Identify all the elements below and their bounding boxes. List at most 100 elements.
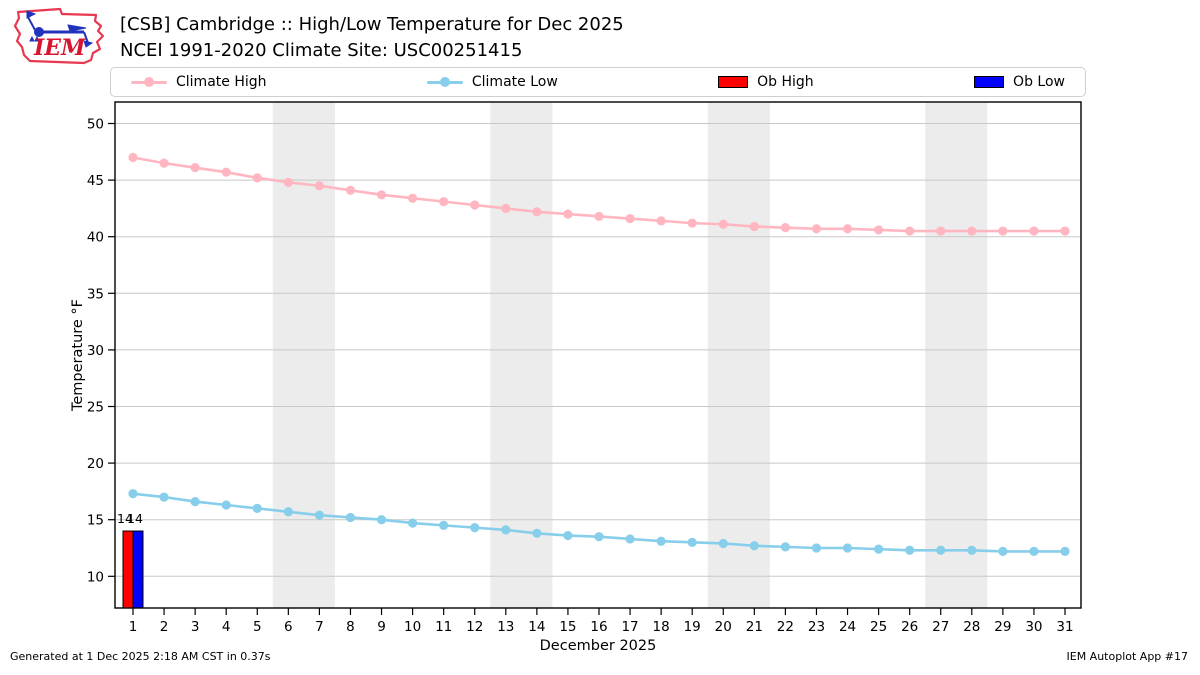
y-tick-label: 45 <box>87 173 104 189</box>
climate-low-point <box>625 534 635 544</box>
climate-low-point <box>408 518 418 528</box>
climate-low-point <box>376 515 387 525</box>
climate-low-point <box>998 546 1008 557</box>
x-tick-label: 31 <box>1056 619 1073 635</box>
x-tick-label: 21 <box>746 619 763 635</box>
x-tick-label: 23 <box>808 619 825 635</box>
x-tick-label: 15 <box>559 619 576 635</box>
climate-high-point <box>128 152 138 163</box>
climate-low-point <box>749 541 759 551</box>
y-tick-label: 40 <box>87 230 104 246</box>
weekend-band <box>490 102 553 608</box>
x-tick-label: 24 <box>839 619 856 635</box>
x-tick-label: 13 <box>497 619 514 635</box>
x-tick-label: 22 <box>777 619 794 635</box>
climate-high-point <box>936 226 946 236</box>
logo-text: IEM <box>33 35 86 61</box>
climate-low-point <box>221 500 231 510</box>
climate-low-point <box>656 536 666 546</box>
climate-high-point <box>811 224 822 234</box>
weather-vane-icon <box>26 10 94 48</box>
climate-low-point <box>159 492 169 502</box>
climate-high-swatch-icon <box>131 77 167 87</box>
climate-low-point <box>780 542 791 552</box>
climate-high-point <box>594 211 604 221</box>
climate-low-point <box>314 510 324 520</box>
legend-entry-ob-low: Ob Low <box>974 74 1065 90</box>
climate-high-point <box>252 173 262 183</box>
climate-high-point <box>283 177 293 187</box>
climate-high-point <box>408 193 418 203</box>
app-credit: IEM Autoplot App #17 <box>1066 650 1189 663</box>
climate-high-point <box>190 163 200 173</box>
y-tick-label: 15 <box>87 513 104 529</box>
climate-low-point <box>687 537 697 547</box>
x-tick-label: 18 <box>653 619 670 635</box>
climate-high-point <box>656 216 666 226</box>
climate-low-point <box>470 523 480 533</box>
climate-low-point <box>594 532 604 542</box>
x-tick-label: 11 <box>435 619 452 635</box>
legend-label: Climate Low <box>471 74 558 90</box>
climate-high-point <box>532 207 542 217</box>
weekend-band <box>707 102 770 608</box>
climate-high-point <box>221 167 231 177</box>
climate-low-point <box>532 528 542 538</box>
legend: Climate High Climate Low Ob High Ob Low <box>110 67 1086 97</box>
legend-label: Climate High <box>176 74 267 90</box>
climate-high-point <box>501 203 511 214</box>
climate-low-point <box>936 545 946 555</box>
x-axis-label: December 2025 <box>540 638 657 654</box>
climate-low-point <box>811 543 822 553</box>
x-tick-label: 14 <box>528 619 545 635</box>
x-tick-label: 1 <box>129 619 138 635</box>
weekend-band <box>925 102 988 608</box>
legend-label: Ob Low <box>1013 74 1065 90</box>
climate-high-point <box>376 190 387 200</box>
climate-low-point <box>563 530 573 541</box>
climate-low-point <box>842 543 853 553</box>
climate-low-point <box>874 544 884 554</box>
climate-low-point <box>1029 546 1039 557</box>
iem-logo: IEM <box>13 7 105 65</box>
x-tick-label: 7 <box>315 619 324 635</box>
climate-low-point <box>128 489 138 499</box>
y-tick-label: 50 <box>87 117 104 133</box>
x-tick-label: 2 <box>160 619 169 635</box>
x-tick-label: 8 <box>346 619 355 635</box>
climate-high-point <box>159 158 169 168</box>
y-tick-label: 35 <box>87 286 104 302</box>
climate-high-point <box>470 200 480 210</box>
x-tick-label: 9 <box>377 619 386 635</box>
climate-high-point <box>563 209 573 219</box>
climate-high-point <box>998 226 1008 236</box>
climate-low-point <box>967 545 977 555</box>
climate-high-point <box>749 221 759 232</box>
climate-high-point <box>905 226 915 236</box>
climate-high-point <box>874 225 884 235</box>
x-tick-label: 25 <box>870 619 887 635</box>
climate-low-point <box>501 525 511 535</box>
climate-low-point <box>439 520 449 530</box>
climate-low-point <box>190 496 200 507</box>
ob-high-swatch-icon <box>718 76 749 88</box>
ob-low-bar-label: 14 <box>127 511 143 526</box>
x-tick-label: 3 <box>191 619 200 635</box>
x-tick-label: 6 <box>284 619 293 635</box>
climate-high-point <box>718 219 728 229</box>
y-tick-label: 10 <box>87 569 104 585</box>
climate-high-point <box>1029 226 1039 236</box>
climate-low-point <box>252 503 262 513</box>
climate-high-point <box>687 218 697 228</box>
legend-label: Ob High <box>757 74 814 90</box>
climate-high-point <box>314 181 324 191</box>
legend-entry-climate-low: Climate Low <box>426 74 558 90</box>
chart-title-block: [CSB] Cambridge :: High/Low Temperature … <box>120 12 624 64</box>
climate-high-point <box>967 226 977 236</box>
ob-high-bar <box>122 530 134 609</box>
x-tick-label: 27 <box>932 619 949 635</box>
ob-low-swatch-icon <box>974 76 1005 88</box>
y-tick-label: 20 <box>87 456 104 472</box>
